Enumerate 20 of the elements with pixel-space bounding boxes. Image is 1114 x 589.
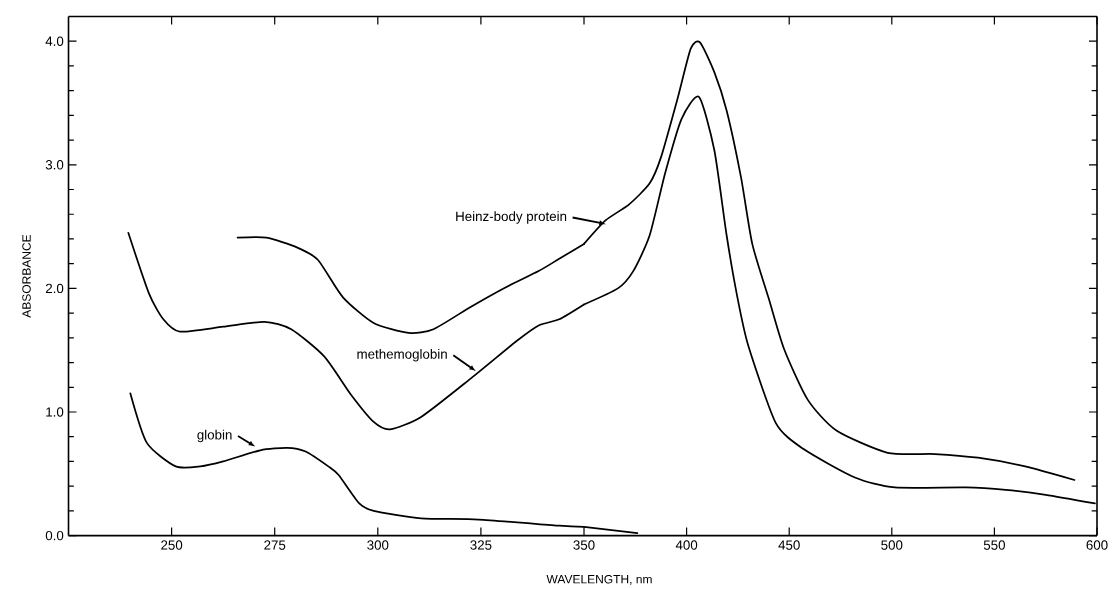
y-tick-label: 4.0 — [45, 36, 64, 46]
x-axis-title: WAVELENGTH, nm — [546, 574, 652, 585]
y-tick-label: 0.0 — [45, 530, 64, 541]
y-tick-label: 3.0 — [45, 159, 64, 170]
x-tick-label: 550 — [983, 540, 1006, 550]
x-tick-label: 325 — [470, 540, 492, 550]
x-tick-label: 600 — [1086, 540, 1108, 550]
y-tick-label: 1.0 — [46, 407, 64, 417]
x-tick-label: 250 — [161, 540, 183, 550]
annotation: globin — [197, 429, 232, 442]
x-tick-label: 450 — [778, 540, 800, 550]
x-tick-label: 400 — [675, 540, 698, 550]
y-axis-title: ABSORBANCE — [22, 234, 31, 318]
x-tick-label: 300 — [367, 540, 389, 550]
y-tick-label: 2.0 — [45, 283, 64, 293]
x-tick-label: 275 — [264, 540, 286, 550]
annotation: Heinz-body protein — [456, 211, 567, 224]
annotation: methemoglobin — [357, 348, 447, 362]
x-tick-label: 350 — [573, 540, 595, 550]
x-tick-label: 500 — [881, 540, 903, 550]
